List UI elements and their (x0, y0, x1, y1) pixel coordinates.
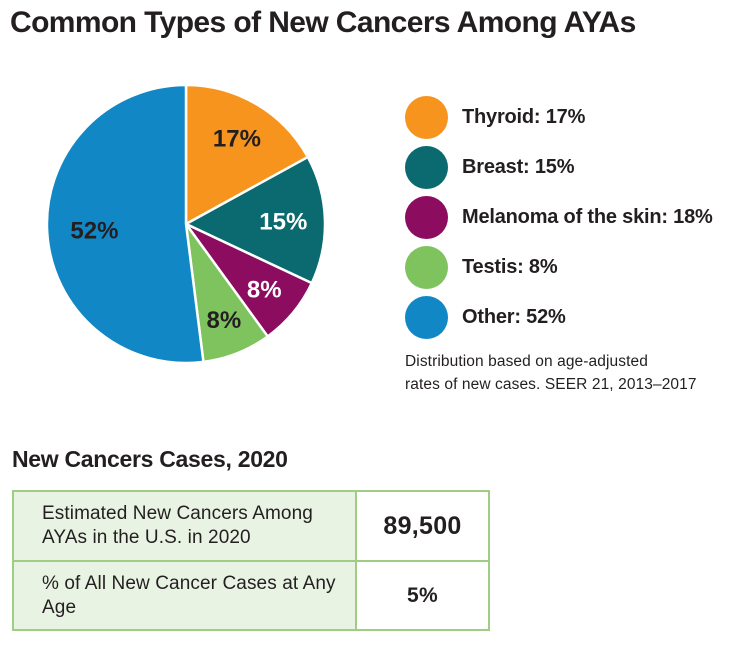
legend-item-melanoma: Melanoma of the skin: 18% (405, 196, 737, 239)
pie-slice-other (45, 83, 205, 365)
table-section-heading: New Cancers Cases, 2020 (12, 446, 288, 472)
legend-label: Breast: 15% (462, 156, 575, 178)
testis-swatch-icon (405, 246, 448, 289)
table-row-value-percent-all-cases: 5% (357, 562, 488, 629)
melanoma-swatch-icon (405, 196, 448, 239)
pie-slice-label-other: 52% (70, 217, 118, 244)
footnote-line-1: Distribution based on age-adjusted (405, 353, 648, 370)
source-footnote: Distribution based on age-adjusted rates… (405, 350, 705, 396)
legend-label: Melanoma of the skin: 18% (462, 206, 713, 228)
footnote-line-2: rates of new cases. SEER 21, 2013–2017 (405, 376, 697, 393)
table-row-label-estimated-new-cancers: Estimated New Cancers Among AYAs in the … (14, 492, 357, 562)
legend-item-breast: Breast: 15% (405, 146, 737, 189)
table-value-text: 89,500 (383, 511, 462, 540)
table-value-text: 5% (407, 583, 438, 607)
pie-slice-label-melanoma-of-the-skin: 8% (247, 276, 282, 303)
pie-slice-label-testis: 8% (207, 307, 242, 334)
legend-item-testis: Testis: 8% (405, 246, 737, 289)
table-label-text: Estimated New Cancers Among AYAs in the … (42, 503, 313, 548)
legend-label: Testis: 8% (462, 256, 558, 278)
pie-slice-label-thyroid: 17% (213, 126, 261, 153)
pie-slice-thyroid (184, 83, 310, 226)
page-title: Common Types of New Cancers Among AYAs (10, 6, 636, 39)
new-cancers-table: Estimated New Cancers Among AYAs in the … (12, 490, 490, 631)
breast-swatch-icon (405, 146, 448, 189)
pie-chart: 17% 15% 8%8% 52% (45, 83, 327, 365)
legend-label: Other: 52% (462, 306, 566, 328)
legend-label: Thyroid: 17% (462, 106, 586, 128)
pie-legend: Thyroid: 17% Breast: 15% Melanoma of the… (405, 96, 737, 346)
table-label-text: % of All New Cancer Cases at Any Age (42, 572, 336, 618)
table-row-label-percent-all-cases: % of All New Cancer Cases at Any Age (14, 562, 357, 629)
other-swatch-icon (405, 296, 448, 339)
pie-slice-label-breast: 15% (259, 209, 307, 236)
pie-slice-breast (184, 155, 327, 285)
legend-item-other: Other: 52% (405, 296, 737, 339)
legend-item-thyroid: Thyroid: 17% (405, 96, 737, 139)
table-row-value-estimated-new-cancers: 89,500 (357, 492, 488, 562)
thyroid-swatch-icon (405, 96, 448, 139)
